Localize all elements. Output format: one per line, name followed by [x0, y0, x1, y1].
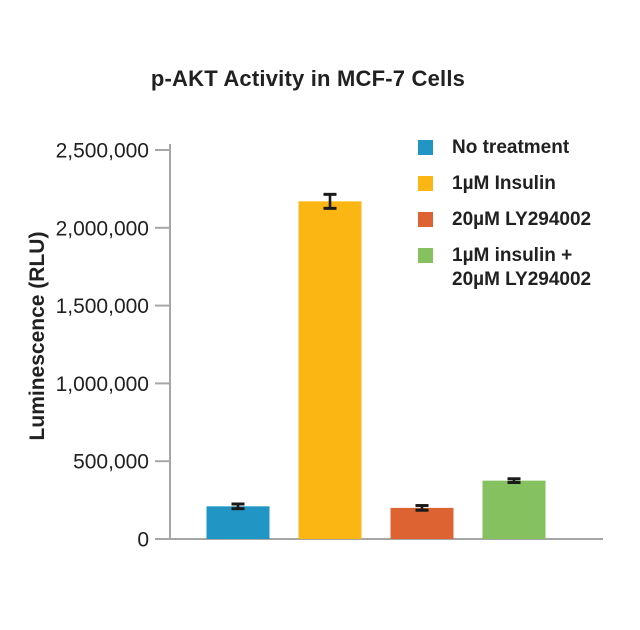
legend-item-4: 1µM insulin + 20µM LY294002 — [418, 244, 628, 292]
legend-item-2: 1µM Insulin — [418, 172, 628, 196]
y-tick-label: 1,000,000 — [56, 373, 149, 396]
legend-label: 20µM LY294002 — [452, 209, 592, 230]
legend-swatch-icon — [418, 248, 433, 263]
legend-label: 1µM insulin + 20µM LY294002 — [452, 245, 592, 290]
chart-title: p-AKT Activity in MCF-7 Cells — [150, 66, 466, 91]
legend-label: 1µM Insulin — [452, 173, 556, 194]
legend-swatch-icon — [418, 176, 433, 191]
y-tick-label: 0 — [137, 529, 149, 552]
y-tick-label: 2,000,000 — [56, 217, 149, 240]
legend-swatch-icon — [418, 212, 433, 227]
legend-item-1: No treatment — [418, 136, 628, 160]
bar-1-m-insulin — [298, 201, 362, 539]
y-tick-label: 2,500,000 — [56, 140, 149, 163]
y-tick-label: 1,500,000 — [56, 295, 149, 318]
bar-1-m-insulin-20-m-ly294002 — [482, 480, 546, 539]
legend: No treatment 1µM Insulin 20µM LY294002 1µM … — [418, 136, 628, 304]
legend-swatch-icon — [418, 140, 433, 155]
legend-label: No treatment — [452, 137, 570, 158]
bar-no-treatment — [206, 506, 270, 539]
y-tick-label: 500,000 — [73, 451, 149, 474]
legend-item-3: 20µM LY294002 — [418, 208, 628, 232]
bar-20-m-ly294002 — [390, 507, 454, 539]
